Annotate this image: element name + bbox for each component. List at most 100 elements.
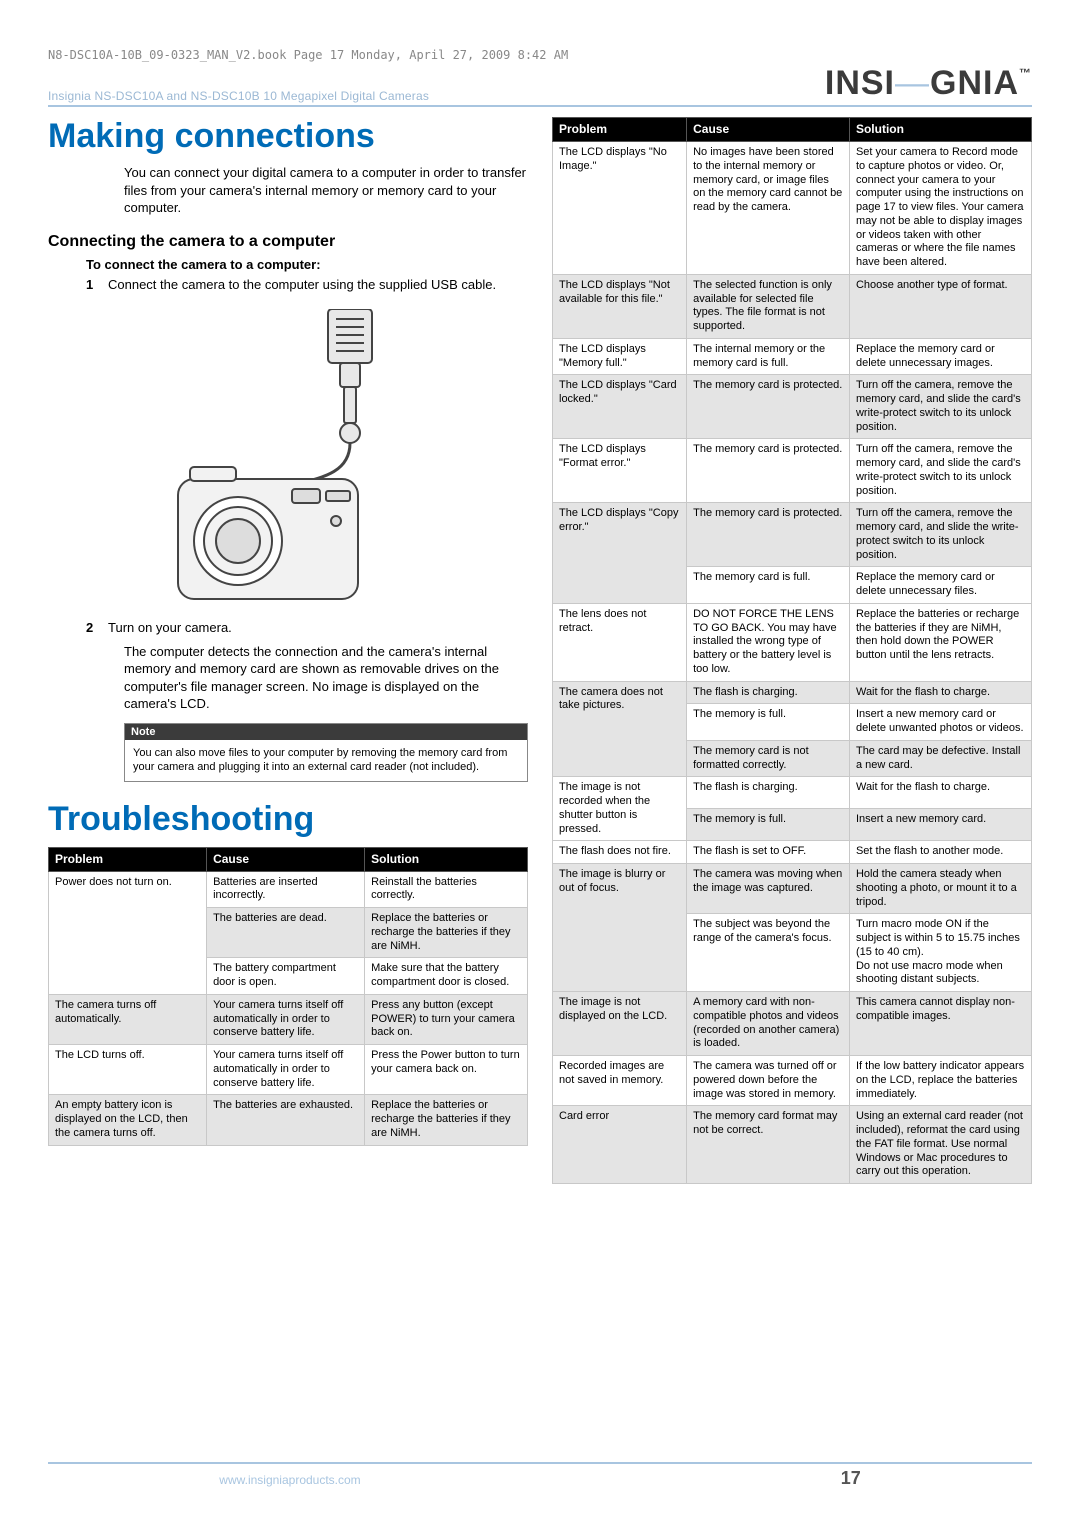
cell-cause: Your camera turns itself off automatical… bbox=[207, 994, 365, 1044]
th-cause: Cause bbox=[207, 847, 365, 871]
table-row: The image is blurry or out of focus.The … bbox=[553, 864, 1032, 914]
cell-cause: Your camera turns itself off automatical… bbox=[207, 1045, 365, 1095]
cell-cause: No images have been stored to the intern… bbox=[687, 142, 850, 275]
cell-cause: The memory card is full. bbox=[687, 567, 850, 604]
cell-solution: This camera cannot display non-compatibl… bbox=[849, 992, 1031, 1056]
table-row: Recorded images are not saved in memory.… bbox=[553, 1056, 1032, 1106]
cell-cause: A memory card with non-compatible photos… bbox=[687, 992, 850, 1056]
note-body: You can also move files to your computer… bbox=[125, 740, 527, 781]
step-text: Turn on your camera. bbox=[108, 619, 232, 637]
cell-solution: Replace the batteries or recharge the ba… bbox=[365, 908, 528, 958]
cell-problem: An empty battery icon is displayed on th… bbox=[49, 1095, 207, 1145]
table-row: Card errorThe memory card format may not… bbox=[553, 1106, 1032, 1184]
cell-problem: The image is not displayed on the LCD. bbox=[553, 992, 687, 1056]
cell-solution: Turn macro mode ON if the subject is wit… bbox=[849, 914, 1031, 992]
cell-cause: DO NOT FORCE THE LENS TO GO BACK. You ma… bbox=[687, 603, 850, 681]
trademark-icon: ™ bbox=[1019, 66, 1032, 80]
intro-text: You can connect your digital camera to a… bbox=[124, 164, 528, 217]
cell-cause: The internal memory or the memory card i… bbox=[687, 338, 850, 375]
table-row: An empty battery icon is displayed on th… bbox=[49, 1095, 528, 1145]
cell-problem: The image is not recorded when the shutt… bbox=[553, 777, 687, 841]
cell-cause: The batteries are exhausted. bbox=[207, 1095, 365, 1145]
cell-cause: The memory card is protected. bbox=[687, 439, 850, 503]
cell-solution: Turn off the camera, remove the memory c… bbox=[849, 439, 1031, 503]
cell-solution: Press the Power button to turn your came… bbox=[365, 1045, 528, 1095]
cell-cause: The camera was moving when the image was… bbox=[687, 864, 850, 914]
cell-cause: The memory card is protected. bbox=[687, 375, 850, 439]
cell-cause: The selected function is only available … bbox=[687, 274, 850, 338]
section-making-connections: Making connections bbox=[48, 117, 528, 156]
left-column: Making connections You can connect your … bbox=[48, 117, 528, 1184]
logo-part-b: GNIA bbox=[930, 64, 1019, 102]
cell-problem: The LCD displays "Copy error." bbox=[553, 503, 687, 604]
cell-solution: Insert a new memory card or delete unwan… bbox=[849, 704, 1031, 741]
cell-solution: Wait for the flash to charge. bbox=[849, 681, 1031, 704]
page-number: 17 bbox=[841, 1468, 861, 1489]
cell-solution: Replace the batteries or recharge the ba… bbox=[365, 1095, 528, 1145]
step-1: 1 Connect the camera to the computer usi… bbox=[86, 276, 528, 294]
cell-solution: Set the flash to another mode. bbox=[849, 841, 1031, 864]
cell-cause: The flash is set to OFF. bbox=[687, 841, 850, 864]
cell-cause: The flash is charging. bbox=[687, 777, 850, 809]
table-row: The image is not recorded when the shutt… bbox=[553, 777, 1032, 809]
cell-solution: If the low battery indicator appears on … bbox=[849, 1056, 1031, 1106]
note-box: Note You can also move files to your com… bbox=[124, 723, 528, 782]
page-footer: www.insigniaproducts.com 17 bbox=[48, 1462, 1032, 1489]
cell-problem: The LCD displays "Card locked." bbox=[553, 375, 687, 439]
table-row: The LCD displays "Format error."The memo… bbox=[553, 439, 1032, 503]
logo-dash: — bbox=[895, 64, 930, 102]
crop-note: N8-DSC10A-10B_09-0323_MAN_V2.book Page 1… bbox=[48, 48, 1032, 62]
table-row: The LCD turns off.Your camera turns itse… bbox=[49, 1045, 528, 1095]
step-text: Connect the camera to the computer using… bbox=[108, 276, 496, 294]
cell-cause: The subject was beyond the range of the … bbox=[687, 914, 850, 992]
cell-cause: The memory card format may not be correc… bbox=[687, 1106, 850, 1184]
th-solution: Solution bbox=[849, 118, 1031, 142]
cell-solution: Insert a new memory card. bbox=[849, 809, 1031, 841]
table-row: The camera does not take pictures.The fl… bbox=[553, 681, 1032, 704]
table-row: The LCD displays "Copy error."The memory… bbox=[553, 503, 1032, 567]
cell-problem: Power does not turn on. bbox=[49, 871, 207, 994]
header-product: Insignia NS-DSC10A and NS-DSC10B 10 Mega… bbox=[48, 89, 429, 103]
table-row: The LCD displays "No Image."No images ha… bbox=[553, 142, 1032, 275]
right-column: Problem Cause Solution The LCD displays … bbox=[552, 117, 1032, 1184]
cell-cause: The camera was turned off or powered dow… bbox=[687, 1056, 850, 1106]
cell-solution: Replace the memory card or delete unnece… bbox=[849, 338, 1031, 375]
table-row: The lens does not retract.DO NOT FORCE T… bbox=[553, 603, 1032, 681]
cell-problem: The LCD turns off. bbox=[49, 1045, 207, 1095]
cell-problem: The LCD displays "Memory full." bbox=[553, 338, 687, 375]
camera-usb-illustration bbox=[168, 309, 428, 609]
cell-problem: The LCD displays "Not available for this… bbox=[553, 274, 687, 338]
table-row: Power does not turn on.Batteries are ins… bbox=[49, 871, 528, 908]
th-problem: Problem bbox=[49, 847, 207, 871]
th-problem: Problem bbox=[553, 118, 687, 142]
step-num: 2 bbox=[86, 619, 100, 637]
cell-solution: Make sure that the battery compartment d… bbox=[365, 958, 528, 995]
logo-part-a: INSI bbox=[825, 64, 895, 102]
table-row: The LCD displays "Memory full."The inter… bbox=[553, 338, 1032, 375]
cell-problem: Recorded images are not saved in memory. bbox=[553, 1056, 687, 1106]
cell-problem: The camera does not take pictures. bbox=[553, 681, 687, 777]
cell-cause: The memory is full. bbox=[687, 809, 850, 841]
cell-solution: Wait for the flash to charge. bbox=[849, 777, 1031, 809]
th-cause: Cause bbox=[687, 118, 850, 142]
cell-solution: Press any button (except POWER) to turn … bbox=[365, 994, 528, 1044]
cell-problem: The LCD displays "No Image." bbox=[553, 142, 687, 275]
cell-problem: Card error bbox=[553, 1106, 687, 1184]
footer-url: www.insigniaproducts.com bbox=[219, 1473, 360, 1487]
brand-logo: INSI—GNIA™ bbox=[825, 64, 1032, 103]
note-heading: Note bbox=[125, 724, 527, 740]
troubleshooting-table-1: Problem Cause Solution Power does not tu… bbox=[48, 847, 528, 1146]
cell-solution: Set your camera to Record mode to captur… bbox=[849, 142, 1031, 275]
cell-solution: Using an external card reader (not inclu… bbox=[849, 1106, 1031, 1184]
after-step-text: The computer detects the connection and … bbox=[124, 643, 528, 713]
table-row: The camera turns off automatically.Your … bbox=[49, 994, 528, 1044]
cell-cause: The memory is full. bbox=[687, 704, 850, 741]
cell-problem: The image is blurry or out of focus. bbox=[553, 864, 687, 992]
table-row: The image is not displayed on the LCD.A … bbox=[553, 992, 1032, 1056]
cell-cause: The batteries are dead. bbox=[207, 908, 365, 958]
cell-solution: Replace the memory card or delete unnece… bbox=[849, 567, 1031, 604]
cell-cause: The memory card is protected. bbox=[687, 503, 850, 567]
cell-cause: The memory card is not formatted correct… bbox=[687, 740, 850, 777]
subsection-connect: Connecting the camera to a computer bbox=[48, 233, 528, 251]
cell-problem: The camera turns off automatically. bbox=[49, 994, 207, 1044]
